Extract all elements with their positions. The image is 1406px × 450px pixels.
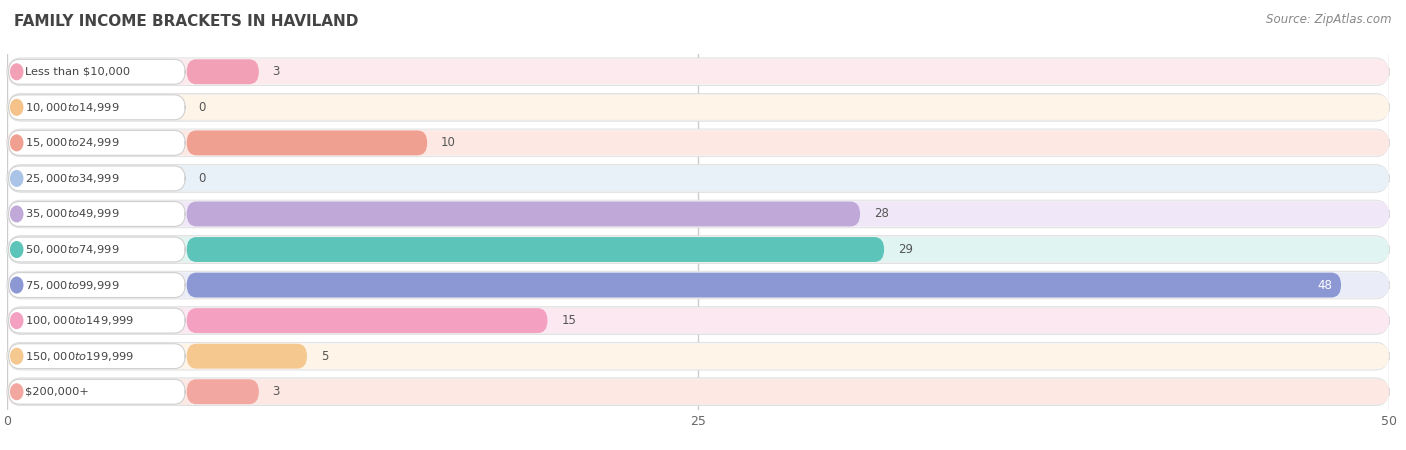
FancyBboxPatch shape [8, 95, 186, 120]
Circle shape [11, 384, 22, 400]
FancyBboxPatch shape [187, 273, 1341, 297]
FancyBboxPatch shape [7, 237, 1389, 262]
FancyBboxPatch shape [7, 200, 1389, 228]
FancyBboxPatch shape [187, 202, 860, 226]
FancyBboxPatch shape [187, 59, 259, 84]
Circle shape [11, 242, 22, 257]
Text: $200,000+: $200,000+ [25, 387, 89, 397]
FancyBboxPatch shape [7, 271, 1389, 299]
Circle shape [11, 277, 22, 293]
Circle shape [11, 64, 22, 80]
FancyBboxPatch shape [8, 273, 186, 297]
Circle shape [11, 313, 22, 328]
Text: 15: 15 [561, 314, 576, 327]
FancyBboxPatch shape [8, 166, 186, 191]
FancyBboxPatch shape [7, 94, 1389, 121]
Text: $25,000 to $34,999: $25,000 to $34,999 [25, 172, 120, 185]
FancyBboxPatch shape [7, 236, 1389, 263]
Text: 0: 0 [198, 172, 205, 185]
FancyBboxPatch shape [7, 307, 1389, 334]
Text: $10,000 to $14,999: $10,000 to $14,999 [25, 101, 120, 114]
Text: Source: ZipAtlas.com: Source: ZipAtlas.com [1267, 14, 1392, 27]
FancyBboxPatch shape [7, 202, 1389, 226]
Text: 5: 5 [321, 350, 328, 363]
FancyBboxPatch shape [7, 165, 1389, 192]
FancyBboxPatch shape [187, 237, 884, 262]
Text: FAMILY INCOME BRACKETS IN HAVILAND: FAMILY INCOME BRACKETS IN HAVILAND [14, 14, 359, 28]
FancyBboxPatch shape [7, 129, 1389, 157]
Text: 0: 0 [198, 101, 205, 114]
Text: Less than $10,000: Less than $10,000 [25, 67, 131, 77]
FancyBboxPatch shape [8, 130, 186, 155]
Text: $100,000 to $149,999: $100,000 to $149,999 [25, 314, 134, 327]
FancyBboxPatch shape [7, 95, 1389, 120]
FancyBboxPatch shape [7, 130, 1389, 155]
FancyBboxPatch shape [8, 202, 186, 226]
Text: 28: 28 [875, 207, 889, 220]
FancyBboxPatch shape [7, 273, 1389, 297]
FancyBboxPatch shape [8, 344, 186, 369]
Circle shape [11, 348, 22, 364]
FancyBboxPatch shape [187, 308, 547, 333]
FancyBboxPatch shape [7, 59, 1389, 84]
Text: 3: 3 [273, 65, 280, 78]
FancyBboxPatch shape [187, 344, 307, 369]
Text: $75,000 to $99,999: $75,000 to $99,999 [25, 279, 120, 292]
Text: $150,000 to $199,999: $150,000 to $199,999 [25, 350, 134, 363]
FancyBboxPatch shape [8, 59, 186, 84]
Text: 29: 29 [898, 243, 912, 256]
Text: 3: 3 [273, 385, 280, 398]
FancyBboxPatch shape [7, 378, 1389, 405]
Text: $35,000 to $49,999: $35,000 to $49,999 [25, 207, 120, 220]
FancyBboxPatch shape [7, 308, 1389, 333]
FancyBboxPatch shape [7, 342, 1389, 370]
Text: $50,000 to $74,999: $50,000 to $74,999 [25, 243, 120, 256]
FancyBboxPatch shape [7, 166, 1389, 191]
Text: 48: 48 [1317, 279, 1333, 292]
Circle shape [11, 171, 22, 186]
FancyBboxPatch shape [187, 130, 427, 155]
Text: 10: 10 [441, 136, 456, 149]
FancyBboxPatch shape [7, 58, 1389, 86]
FancyBboxPatch shape [187, 379, 259, 404]
FancyBboxPatch shape [7, 379, 1389, 404]
FancyBboxPatch shape [8, 308, 186, 333]
Circle shape [11, 206, 22, 222]
Text: $15,000 to $24,999: $15,000 to $24,999 [25, 136, 120, 149]
FancyBboxPatch shape [7, 344, 1389, 369]
Circle shape [11, 99, 22, 115]
FancyBboxPatch shape [8, 237, 186, 262]
FancyBboxPatch shape [8, 379, 186, 404]
Circle shape [11, 135, 22, 151]
